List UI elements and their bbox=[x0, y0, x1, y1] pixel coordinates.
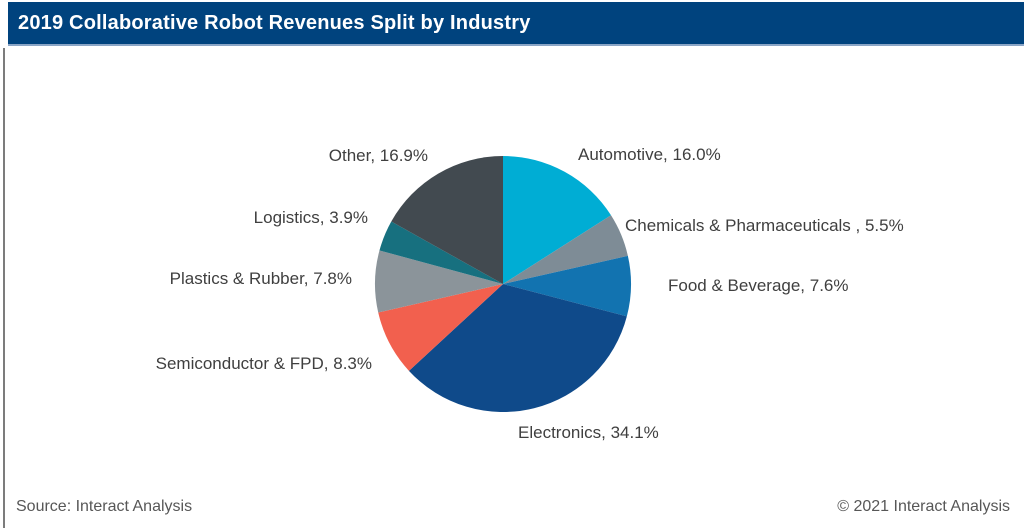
pie-slice-automotive bbox=[503, 156, 612, 284]
pie-slice-logistics bbox=[379, 221, 503, 284]
footer-source: Source: Interact Analysis bbox=[16, 498, 193, 515]
slice-label-electronics: Electronics, 34.1% bbox=[518, 423, 659, 442]
footer-copyright: © 2021 Interact Analysis bbox=[837, 498, 1010, 515]
pie-slice-food-beverage bbox=[503, 255, 632, 317]
slice-label-semiconductor-fpd: Semiconductor & FPD, 8.3% bbox=[155, 354, 372, 373]
slice-label-plastics-rubber: Plastics & Rubber, 7.8% bbox=[169, 269, 352, 288]
pie-slice-semiconductor-fpd bbox=[378, 284, 503, 371]
slice-label-chemicals-pharmaceuticals: Chemicals & Pharmaceuticals , 5.5% bbox=[625, 216, 904, 235]
left-border-line bbox=[3, 48, 5, 528]
pie-slice-plastics-rubber bbox=[374, 250, 503, 313]
slice-label-logistics: Logistics, 3.9% bbox=[253, 208, 368, 227]
slice-label-other: Other, 16.9% bbox=[328, 146, 428, 165]
title-bar: 2019 Collaborative Robot Revenues Split … bbox=[8, 2, 1024, 46]
pie-slice-electronics bbox=[408, 284, 627, 413]
slice-label-automotive: Automotive, 16.0% bbox=[578, 145, 721, 164]
pie-slice-other bbox=[391, 156, 503, 284]
pie-slice-chemicals-pharmaceuticals bbox=[503, 215, 628, 284]
page-title: 2019 Collaborative Robot Revenues Split … bbox=[18, 12, 531, 34]
slice-label-food-beverage: Food & Beverage, 7.6% bbox=[668, 276, 849, 295]
